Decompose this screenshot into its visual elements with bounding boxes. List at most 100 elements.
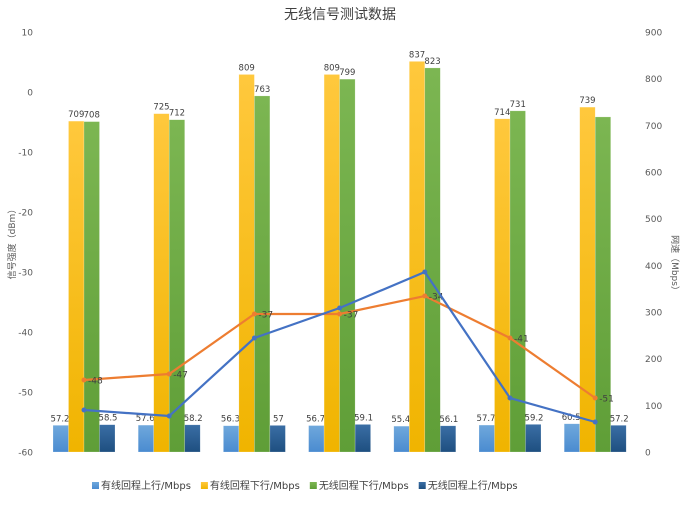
legend-swatch xyxy=(92,482,99,489)
line-point xyxy=(251,311,257,317)
bar xyxy=(308,425,325,453)
y-left-tick-label: -10 xyxy=(18,149,33,159)
line-point xyxy=(592,419,598,425)
bar-data-label: 58.5 xyxy=(99,414,118,424)
line-point xyxy=(337,311,343,317)
line-data-label: -41 xyxy=(514,335,529,345)
y-right-tick-label: 0 xyxy=(645,449,651,459)
bar xyxy=(269,425,286,453)
bar xyxy=(594,116,611,453)
bar xyxy=(478,424,495,453)
bar-data-label: 57.2 xyxy=(610,414,629,424)
bar xyxy=(525,424,542,453)
y-axis-right-label: 网速（Mbps） xyxy=(669,235,680,295)
bar-data-label: 58.2 xyxy=(184,414,203,424)
y-right-tick-label: 200 xyxy=(645,355,662,365)
y-axis-left-label: 信号强度（dBm） xyxy=(6,205,18,280)
line-data-label: -37 xyxy=(344,311,359,321)
bar xyxy=(563,423,580,453)
line-point xyxy=(422,269,428,275)
y-right-tick-label: 500 xyxy=(645,215,662,225)
bar-data-label: 725 xyxy=(153,103,169,113)
bar xyxy=(509,110,526,453)
line-point xyxy=(166,413,172,419)
bar-data-label: 57.7 xyxy=(477,414,496,424)
bar xyxy=(393,425,410,453)
bar-data-label: 739 xyxy=(579,96,595,106)
bar xyxy=(409,61,426,453)
y-right-tick-label: 300 xyxy=(645,309,662,319)
y-right-tick-label: 100 xyxy=(645,402,662,412)
bar-data-label: 59.1 xyxy=(354,413,373,423)
y-left-tick-label: -30 xyxy=(18,269,33,279)
legend: 有线回程上行/Mbps 有线回程下行/Mbps 无线回程下行/Mbps 无线回程上行/… xyxy=(92,479,518,492)
bar xyxy=(153,113,170,453)
line-point xyxy=(507,335,513,341)
bar-data-label: 809 xyxy=(239,63,255,73)
line-point xyxy=(592,395,598,401)
y-left-tick-label: -50 xyxy=(18,389,33,399)
y-left-tick-label: 0 xyxy=(27,89,33,99)
chart-title: 无线信号测试数据 xyxy=(284,7,396,23)
bar-data-label: 714 xyxy=(494,108,510,118)
line-data-label: -37 xyxy=(258,311,273,321)
legend-swatch xyxy=(200,482,208,489)
bar xyxy=(339,78,356,453)
legend-label: 有线回程下行/Mbps xyxy=(210,479,300,492)
bar-data-label: 731 xyxy=(510,100,526,110)
bar xyxy=(440,425,457,453)
bar-data-label: 56.1 xyxy=(439,415,458,425)
bar xyxy=(223,425,240,453)
bar xyxy=(83,121,100,453)
bar-data-label: 56.3 xyxy=(221,415,240,425)
bar xyxy=(610,425,627,453)
legend-label: 无线回程上行/Mbps xyxy=(428,479,518,492)
bar xyxy=(254,95,271,453)
bar xyxy=(99,424,116,453)
line-point xyxy=(337,305,343,311)
bar-data-label: 708 xyxy=(84,111,100,121)
line-data-label: -34 xyxy=(429,293,444,303)
legend-label: 无线回程下行/Mbps xyxy=(319,479,409,492)
line-data-label: -47 xyxy=(173,371,188,381)
bar-data-label: 823 xyxy=(424,57,440,67)
bar-data-label: 837 xyxy=(409,50,425,60)
bar-data-label: 799 xyxy=(339,68,355,78)
line-point xyxy=(81,377,87,383)
legend-swatch xyxy=(309,482,317,489)
y-left-tick-label: 10 xyxy=(22,29,34,39)
bar-data-label: 57.2 xyxy=(51,414,70,424)
bar xyxy=(184,424,201,453)
bar xyxy=(424,67,441,453)
bar xyxy=(52,425,69,453)
bar-data-label: 55.4 xyxy=(391,415,410,425)
bar-data-label: 60.5 xyxy=(562,413,581,423)
bar-data-label: 809 xyxy=(324,63,340,73)
bar-data-label: 57.6 xyxy=(136,414,155,424)
bar-data-label: 763 xyxy=(254,85,270,95)
bar xyxy=(137,424,154,453)
line-point xyxy=(507,395,513,401)
line-point xyxy=(251,335,257,341)
y-right-tick-label: 600 xyxy=(645,169,662,179)
y-left-tick-label: -40 xyxy=(18,329,33,339)
y-right-tick-label: 400 xyxy=(645,262,662,272)
legend-swatch xyxy=(418,482,426,489)
bar-data-label: 59.2 xyxy=(525,413,544,423)
y-right-tick-label: 700 xyxy=(645,122,662,132)
bar-data-label: 57 xyxy=(273,414,284,424)
bar xyxy=(68,120,85,453)
line-data-label: -48 xyxy=(88,377,103,387)
line-point xyxy=(166,371,172,377)
bar xyxy=(579,106,596,453)
bar xyxy=(354,424,371,453)
bar-data-label: 712 xyxy=(169,109,185,119)
bar xyxy=(494,118,511,453)
bar-data-label: 56.7 xyxy=(306,415,325,425)
bar xyxy=(238,74,255,453)
bar xyxy=(323,74,340,453)
y-right-tick-label: 800 xyxy=(645,75,662,85)
y-right-tick-label: 900 xyxy=(645,29,662,39)
bar-data-label: 709 xyxy=(68,110,84,120)
